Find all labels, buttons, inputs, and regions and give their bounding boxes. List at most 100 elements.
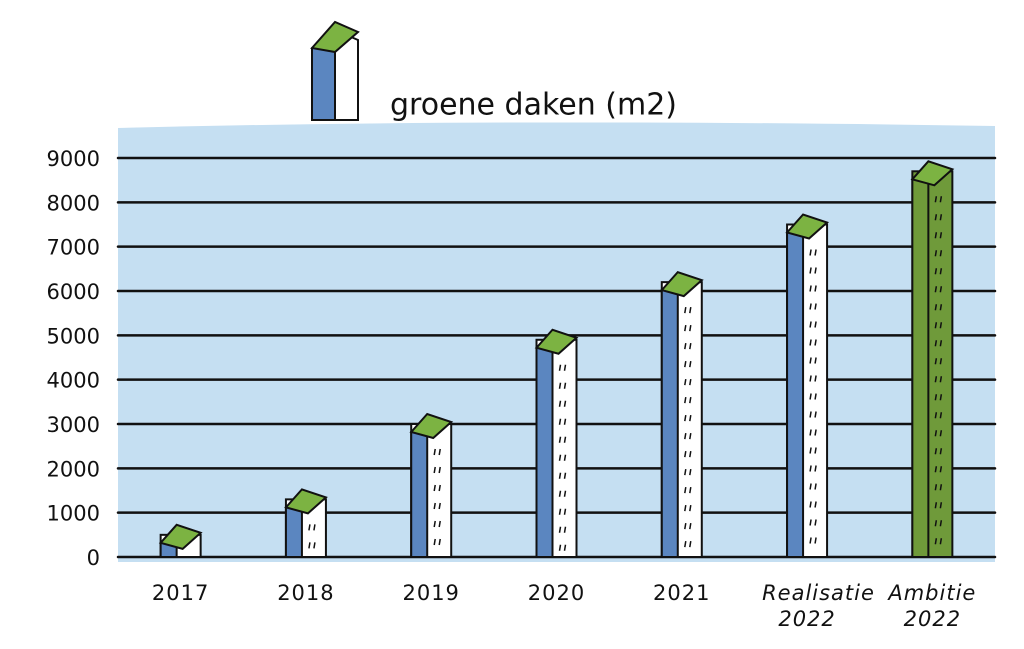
window — [934, 520, 938, 527]
window — [939, 502, 943, 509]
window — [939, 304, 943, 311]
y-tick-label: 1000 — [47, 502, 100, 526]
window — [939, 250, 943, 257]
window — [934, 232, 938, 239]
bar-roof — [659, 270, 704, 298]
bar-roof — [409, 412, 454, 440]
window — [814, 465, 817, 472]
window — [438, 538, 441, 546]
window — [809, 357, 812, 364]
window — [684, 523, 687, 530]
window — [939, 322, 943, 329]
window — [558, 526, 562, 533]
window — [438, 502, 441, 510]
window — [939, 466, 943, 473]
window — [308, 524, 311, 531]
x-tick-label: 2018 — [277, 581, 335, 605]
window — [939, 448, 943, 455]
window — [809, 447, 812, 454]
window — [689, 343, 692, 350]
window — [433, 448, 436, 456]
window — [684, 325, 687, 332]
window — [934, 214, 938, 221]
chart-title: groene daken (m2) — [390, 88, 677, 123]
x-tick-label: Realisatie 2022 — [762, 581, 875, 631]
window — [939, 268, 943, 275]
window — [438, 520, 441, 528]
window — [814, 249, 817, 256]
window — [814, 483, 817, 490]
window — [934, 394, 938, 401]
window — [689, 325, 692, 332]
window — [814, 537, 817, 544]
window — [934, 304, 938, 311]
window — [684, 397, 687, 404]
window — [809, 501, 812, 508]
window — [684, 415, 687, 422]
window — [563, 364, 567, 371]
window — [939, 430, 943, 437]
window — [689, 505, 692, 512]
window — [939, 376, 943, 383]
window — [689, 379, 692, 386]
window — [684, 307, 687, 314]
window — [934, 340, 938, 347]
window — [934, 430, 938, 437]
window — [814, 303, 817, 310]
window — [809, 411, 812, 418]
window — [433, 466, 436, 474]
window — [689, 361, 692, 368]
window — [563, 472, 567, 479]
x-tick-label: Ambitie 2022 — [888, 581, 977, 631]
window — [684, 505, 687, 512]
bar-front — [660, 289, 679, 558]
window — [558, 472, 562, 479]
window — [934, 196, 938, 203]
window — [563, 526, 567, 533]
y-tick-label: 9000 — [47, 147, 100, 171]
window — [809, 483, 812, 490]
window — [814, 393, 817, 400]
window — [809, 393, 812, 400]
bar-front — [284, 506, 303, 559]
window — [809, 519, 812, 526]
y-tick-label: 2000 — [47, 457, 100, 481]
window — [558, 454, 562, 461]
window — [934, 376, 938, 383]
window — [934, 412, 938, 419]
y-tick-label: 0 — [87, 546, 100, 570]
bar-roof — [785, 213, 830, 240]
window — [558, 490, 562, 497]
window — [814, 501, 817, 508]
window — [684, 487, 687, 494]
window — [684, 343, 687, 350]
window — [934, 502, 938, 509]
window — [563, 436, 567, 443]
bar-front — [786, 231, 805, 558]
y-tick-label: 6000 — [47, 280, 100, 304]
window — [934, 484, 938, 491]
window — [563, 418, 567, 425]
window — [684, 451, 687, 458]
y-tick-label: 7000 — [47, 236, 100, 260]
window — [684, 433, 687, 440]
window — [433, 484, 436, 492]
window — [433, 502, 436, 510]
window — [313, 542, 316, 549]
window — [689, 541, 692, 548]
window — [438, 448, 441, 456]
window — [814, 519, 817, 526]
window — [809, 339, 812, 346]
window — [934, 538, 938, 545]
window — [558, 418, 562, 425]
window — [934, 358, 938, 365]
x-tick-label: 2021 — [653, 581, 711, 605]
window — [684, 361, 687, 368]
bar-front — [535, 346, 554, 558]
window — [689, 469, 692, 476]
window — [939, 538, 943, 545]
window — [433, 520, 436, 528]
window — [689, 397, 692, 404]
window — [814, 285, 817, 292]
window — [438, 484, 441, 492]
